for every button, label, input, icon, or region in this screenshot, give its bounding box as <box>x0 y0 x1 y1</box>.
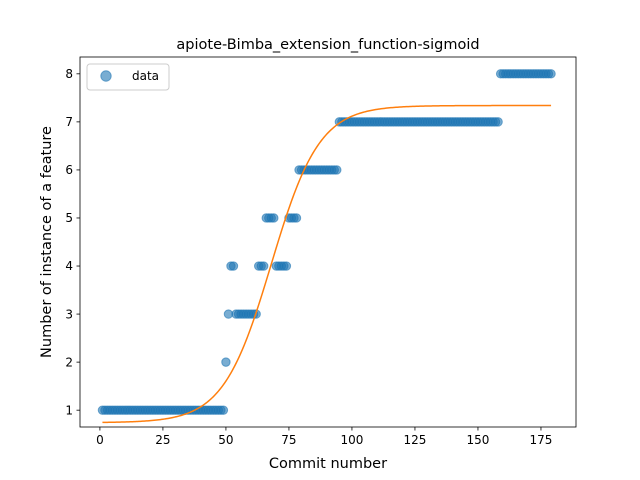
data-point <box>218 405 229 415</box>
y-tick-label: 5 <box>65 211 73 225</box>
chart-title: apiote-Bimba_extension_function-sigmoid <box>176 37 479 53</box>
y-tick-label: 8 <box>65 67 73 81</box>
y-axis-label: Number of instance of a feature <box>39 126 55 358</box>
x-tick-label: 25 <box>155 433 170 447</box>
x-tick-label: 150 <box>467 433 490 447</box>
legend: data <box>86 63 170 91</box>
data-point <box>259 261 269 271</box>
x-tick-label: 100 <box>340 433 363 447</box>
y-tick-label: 1 <box>65 403 73 417</box>
y-tick-label: 3 <box>65 307 73 321</box>
data-point <box>546 69 556 79</box>
plot-frame <box>79 56 577 428</box>
fit-curve-layer <box>102 104 552 424</box>
x-tick-label: 0 <box>96 433 104 447</box>
y-axis-ticks: 1 2 3 4 5 6 7 8 <box>65 67 80 417</box>
data-points <box>97 69 556 415</box>
data-point <box>291 213 302 223</box>
data-point <box>281 261 292 271</box>
legend-label: data <box>132 69 159 83</box>
plot-area <box>80 57 576 427</box>
legend-box <box>86 63 170 91</box>
fit-curve <box>102 104 552 424</box>
data-point <box>221 357 231 367</box>
data-point <box>493 117 503 127</box>
x-axis-label: Commit number <box>269 456 387 472</box>
data-point <box>332 165 342 175</box>
x-tick-label: 50 <box>218 433 233 447</box>
legend-marker <box>100 70 112 82</box>
x-tick-label: 125 <box>403 433 426 447</box>
y-tick-label: 4 <box>65 259 73 273</box>
data-point <box>228 261 239 271</box>
y-tick-label: 6 <box>65 163 73 177</box>
data-point <box>269 213 279 223</box>
y-tick-label: 2 <box>65 355 73 369</box>
x-tick-label: 75 <box>281 433 296 447</box>
y-tick-label: 7 <box>65 115 73 129</box>
x-tick-label: 175 <box>530 433 553 447</box>
x-axis-ticks: 0 25 50 75 100 125 150 175 <box>96 427 552 447</box>
